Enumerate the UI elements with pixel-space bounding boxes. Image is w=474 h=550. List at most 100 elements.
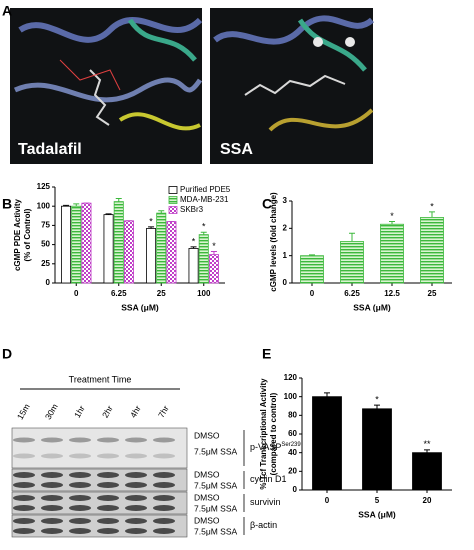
- blot-header: Treatment Time: [69, 374, 132, 384]
- protein-name: survivin: [250, 497, 281, 507]
- error-bar: [424, 449, 430, 453]
- error-bar: [374, 404, 380, 409]
- blot-band: [97, 528, 119, 534]
- y-tick-label: 100: [284, 392, 298, 401]
- blot-band: [97, 495, 119, 501]
- condition-label: DMSO: [194, 469, 220, 479]
- protein-superscript: Ser239: [281, 442, 301, 448]
- lane-label: 1hr: [72, 404, 87, 420]
- legend-label: SKBr3: [180, 205, 204, 214]
- blot-band: [69, 495, 91, 501]
- blot-band: [97, 505, 119, 511]
- x-tick-label: 6.25: [344, 289, 360, 298]
- error-bar: [63, 204, 70, 207]
- bar: [103, 214, 114, 284]
- bar: [312, 396, 342, 491]
- y-tick-label: 120: [284, 373, 298, 382]
- significance-label: *: [149, 216, 153, 226]
- lane-label: 2hr: [100, 404, 115, 420]
- blot-band: [125, 472, 147, 478]
- condition-label: DMSO: [194, 492, 220, 502]
- y-tick-label: 0: [283, 278, 288, 287]
- condition-label: 7.5μM SSA: [194, 446, 237, 456]
- y-tick-label: 80: [288, 410, 297, 419]
- lane-label: 30m: [43, 402, 60, 421]
- blot-band: [13, 518, 35, 524]
- bar: [340, 241, 364, 284]
- y-tick-label: 75: [41, 221, 50, 230]
- x-tick-label: 100: [197, 289, 211, 298]
- error-bar: [105, 213, 112, 215]
- bar: [208, 254, 219, 284]
- blot-band: [97, 482, 119, 488]
- bar: [420, 216, 444, 284]
- protein-name: cyclin D1: [250, 474, 287, 484]
- condition-label: 7.5μM SSA: [194, 526, 237, 536]
- legend-swatch: [168, 206, 178, 214]
- blot-band: [153, 528, 175, 534]
- y-tick-label: 1: [283, 251, 288, 260]
- lane-label: 15m: [15, 402, 32, 421]
- condition-label: DMSO: [194, 430, 220, 440]
- error-bar: [429, 211, 435, 218]
- blot-band: [13, 528, 35, 534]
- blot-band: [153, 437, 175, 443]
- error-bar: [210, 251, 217, 255]
- x-axis-label: SSA (μM): [353, 302, 391, 312]
- condition-label: 7.5μM SSA: [194, 480, 237, 490]
- x-tick-label: 0: [325, 496, 330, 505]
- protein-label: β-actin: [250, 520, 277, 530]
- blot-band: [153, 472, 175, 478]
- blot-band: [13, 472, 35, 478]
- lane-label: 7hr: [156, 404, 171, 420]
- legend-swatch: [168, 186, 178, 194]
- blot-band: [97, 472, 119, 478]
- error-bar: [148, 226, 155, 229]
- legend-swatch: [168, 196, 178, 204]
- blot-band: [153, 453, 175, 459]
- protein-label: cyclin D1: [250, 474, 287, 484]
- panel-label: E: [262, 346, 271, 362]
- bar: [156, 212, 167, 284]
- y-axis-label: cGMP PDE Activity: [13, 198, 22, 271]
- significance-label: **: [423, 439, 431, 449]
- y-tick-label: 25: [41, 259, 50, 268]
- y-tick-label: 60: [288, 429, 297, 438]
- blot-band: [125, 482, 147, 488]
- blot-band: [153, 518, 175, 524]
- bar: [71, 205, 82, 284]
- error-bar: [309, 254, 315, 256]
- bar: [198, 234, 209, 284]
- blot-band: [125, 453, 147, 459]
- panel-label: D: [2, 346, 12, 362]
- blot-band: [125, 518, 147, 524]
- x-tick-label: 0: [74, 289, 79, 298]
- x-tick-label: 25: [428, 289, 437, 298]
- blot-band: [13, 495, 35, 501]
- image-label: Tadalafil: [18, 141, 82, 158]
- x-tick-label: 12.5: [384, 289, 400, 298]
- panel-label: C: [262, 196, 272, 212]
- blot-band: [69, 518, 91, 524]
- docking-image: [10, 8, 203, 164]
- blot-band: [13, 482, 35, 488]
- blot-band: [153, 495, 175, 501]
- bar: [300, 255, 324, 284]
- error-bar: [190, 246, 197, 249]
- y-tick-label: 0: [46, 278, 51, 287]
- blot-band: [153, 482, 175, 488]
- protein-label: survivin: [250, 497, 281, 507]
- y-tick-label: 20: [288, 466, 297, 475]
- error-bar: [349, 232, 355, 242]
- blot-band: [125, 495, 147, 501]
- y-tick-label: 40: [288, 448, 297, 457]
- protein-label: p-VASPSer239: [250, 442, 301, 453]
- y-tick-label: 50: [41, 240, 50, 249]
- blot-band: [69, 472, 91, 478]
- significance-label: *: [430, 201, 434, 211]
- y-axis-label: (compared to control): [269, 392, 278, 475]
- bar: [123, 220, 134, 284]
- x-tick-label: 25: [157, 289, 166, 298]
- error-bar: [73, 203, 80, 207]
